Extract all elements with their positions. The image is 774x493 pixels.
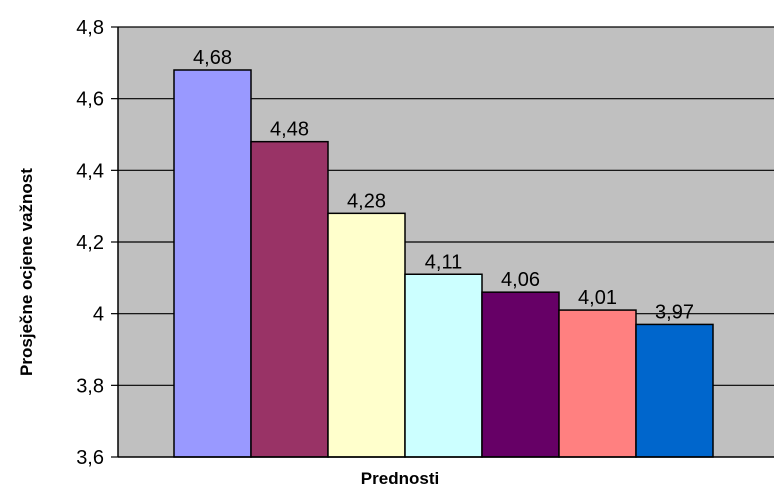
y-tick-label: 4,8 (76, 17, 104, 39)
y-tick-label: 4 (93, 304, 104, 326)
bar-value-label: 4,48 (270, 119, 309, 141)
bar (558, 309, 637, 458)
bars (173, 69, 714, 458)
data-labels: 4,68 4,48 4,28 4,11 4,06 4,01 3,97 (193, 47, 694, 323)
y-axis-title: Prosječne ocjene važnost (17, 168, 36, 376)
bar-value-label: 4,28 (347, 190, 386, 212)
y-tick-label: 3,8 (76, 375, 104, 397)
y-tick-label: 3,6 (76, 447, 104, 469)
bar-value-label: 4,68 (193, 47, 232, 69)
y-tick-labels: 3,6 3,8 4 4,2 4,4 4,6 4,8 (76, 17, 118, 469)
bar-value-label: 4,06 (501, 269, 540, 291)
bar (327, 212, 406, 458)
y-tick-label: 4,2 (76, 232, 104, 254)
x-axis-title: Prednosti (361, 469, 439, 488)
bar-value-label: 3,97 (655, 301, 694, 323)
bar (404, 273, 483, 458)
bar-value-label: 4,11 (425, 251, 462, 273)
y-tick-label: 4,4 (76, 160, 104, 182)
y-tick-label: 4,6 (76, 89, 104, 111)
bar (250, 140, 329, 458)
bar (635, 323, 714, 458)
bar (481, 291, 560, 458)
bar (173, 69, 252, 458)
bar-value-label: 4,01 (578, 287, 617, 309)
